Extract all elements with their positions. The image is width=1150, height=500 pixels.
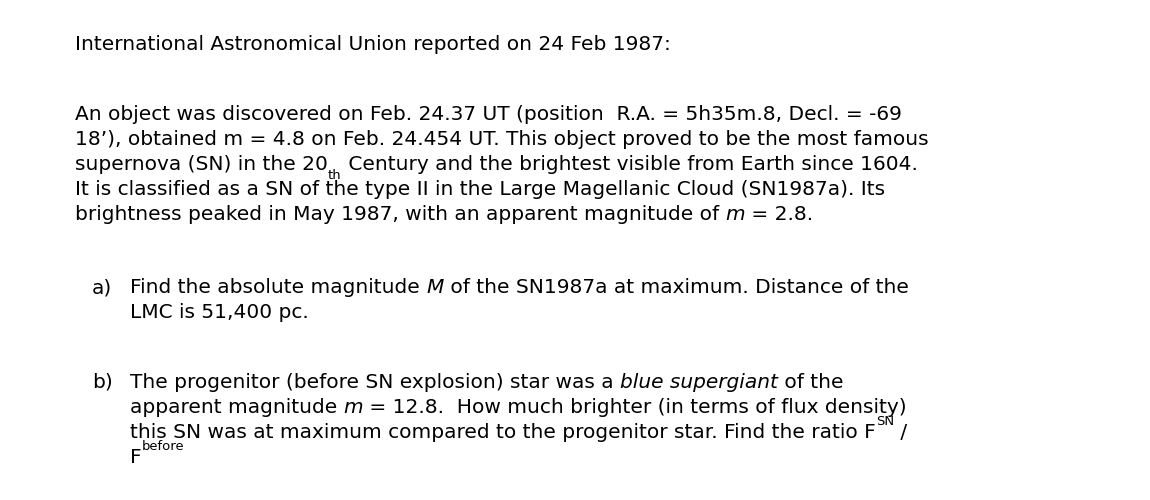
Text: b): b)	[92, 373, 113, 392]
Text: M: M	[427, 278, 444, 297]
Text: of the SN1987a at maximum. Distance of the: of the SN1987a at maximum. Distance of t…	[444, 278, 908, 297]
Text: Century and the brightest visible from Earth since 1604.: Century and the brightest visible from E…	[342, 155, 918, 174]
Text: supernova (SN) in the 20: supernova (SN) in the 20	[75, 155, 328, 174]
Text: brightness peaked in May 1987, with an apparent magnitude of: brightness peaked in May 1987, with an a…	[75, 205, 726, 224]
Text: a): a)	[92, 278, 113, 297]
Text: m: m	[726, 205, 745, 224]
Text: /: /	[894, 423, 907, 442]
Text: An object was discovered on Feb. 24.37 UT (position  R.A. = 5h35m.8, Decl. = -69: An object was discovered on Feb. 24.37 U…	[75, 105, 902, 124]
Text: SN: SN	[876, 415, 894, 428]
Text: LMC is 51,400 pc.: LMC is 51,400 pc.	[130, 303, 308, 322]
Text: th: th	[328, 169, 342, 182]
Text: this SN was at maximum compared to the progenitor star. Find the ratio F: this SN was at maximum compared to the p…	[130, 423, 876, 442]
Text: apparent magnitude: apparent magnitude	[130, 398, 344, 417]
Text: = 12.8.  How much brighter (in terms of flux density): = 12.8. How much brighter (in terms of f…	[363, 398, 907, 417]
Text: Find the absolute magnitude: Find the absolute magnitude	[130, 278, 427, 297]
Text: of the: of the	[777, 373, 843, 392]
Text: F: F	[130, 448, 141, 467]
Text: blue supergiant: blue supergiant	[620, 373, 777, 392]
Text: = 2.8.: = 2.8.	[745, 205, 813, 224]
Text: It is classified as a SN of the type II in the Large Magellanic Cloud (SN1987a).: It is classified as a SN of the type II …	[75, 180, 886, 199]
Text: before: before	[141, 440, 184, 453]
Text: 18’), obtained m = 4.8 on Feb. 24.454 UT. This object proved to be the most famo: 18’), obtained m = 4.8 on Feb. 24.454 UT…	[75, 130, 929, 149]
Text: International Astronomical Union reported on 24 Feb 1987:: International Astronomical Union reporte…	[75, 35, 670, 54]
Text: The progenitor (before SN explosion) star was a: The progenitor (before SN explosion) sta…	[130, 373, 620, 392]
Text: m: m	[344, 398, 363, 417]
